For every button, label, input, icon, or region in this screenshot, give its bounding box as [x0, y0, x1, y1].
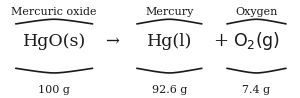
- Text: Mercury: Mercury: [145, 7, 194, 17]
- Text: Oxygen: Oxygen: [235, 7, 278, 17]
- Text: 7.4 g: 7.4 g: [242, 85, 271, 95]
- Text: 92.6 g: 92.6 g: [152, 85, 187, 95]
- Text: Hg(l): Hg(l): [147, 33, 192, 50]
- Text: +: +: [214, 32, 229, 50]
- Text: $\mathsf{O_2(g)}$: $\mathsf{O_2(g)}$: [233, 30, 280, 52]
- Text: →: →: [105, 33, 119, 50]
- Text: HgO(s): HgO(s): [22, 33, 86, 50]
- Text: 100 g: 100 g: [38, 85, 70, 95]
- Text: Mercuric oxide: Mercuric oxide: [11, 7, 97, 17]
